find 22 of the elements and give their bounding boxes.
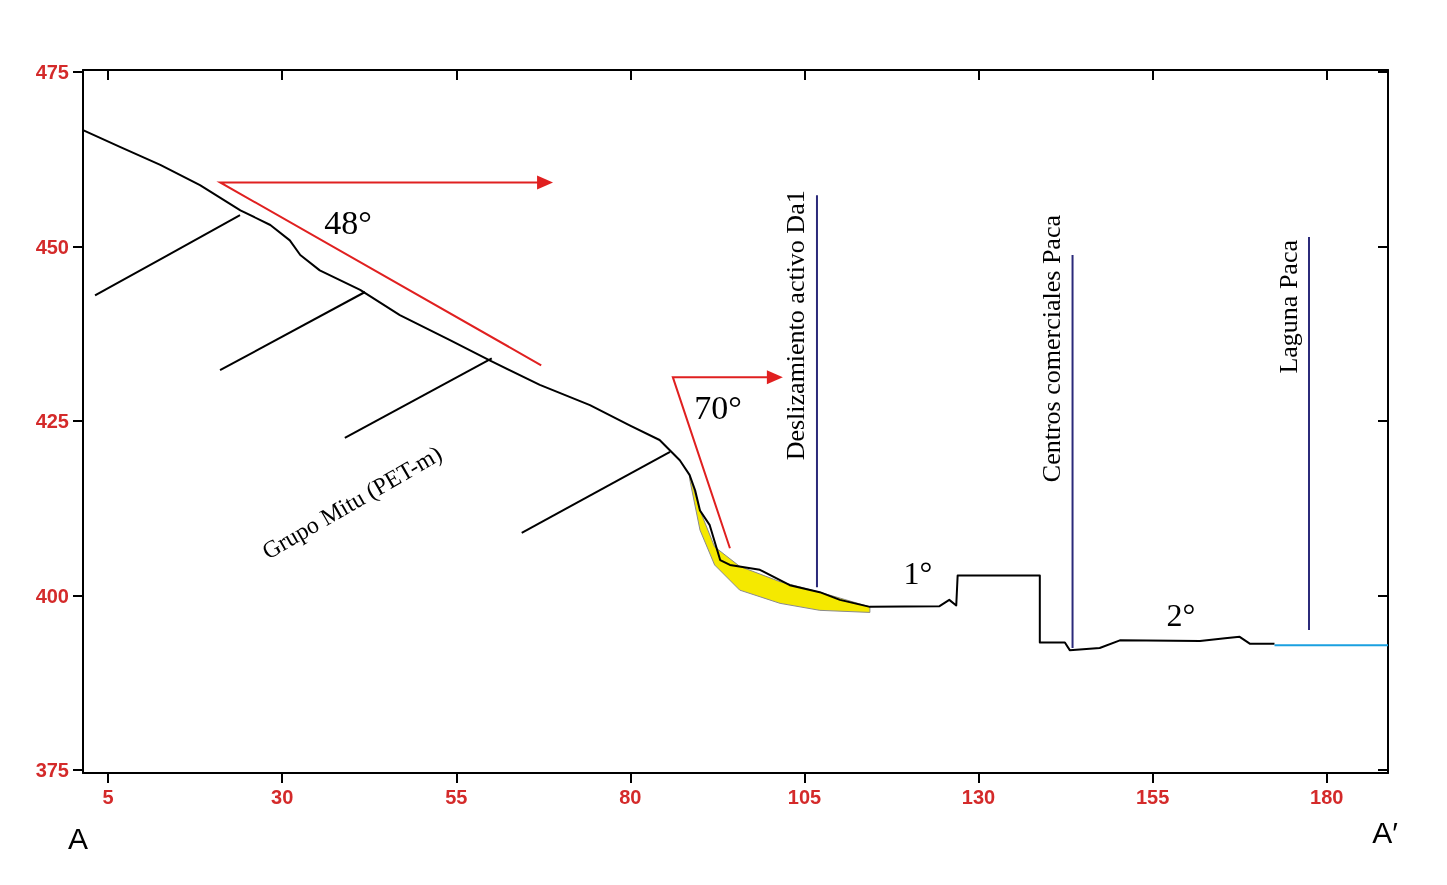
y-tick-label: 375 (35, 759, 69, 782)
annotation: 2° (1166, 597, 1196, 633)
annotation: Centros comerciales Paca (1037, 214, 1067, 483)
annotation: Laguna Paca (1273, 239, 1303, 374)
annotation: 1° (903, 555, 933, 592)
y-tick-label: 475 (35, 61, 69, 84)
x-tick-label: 130 (961, 786, 996, 808)
annotation: 70° (694, 388, 742, 426)
y-tick-label: 425 (35, 410, 69, 433)
annotation: 48° (324, 203, 372, 241)
x-tick-label: 30 (271, 786, 294, 808)
y-tick-label: 400 (35, 584, 69, 607)
text: A (67, 821, 89, 855)
text: A′ (1372, 815, 1399, 849)
y-tick-label: 450 (35, 235, 69, 258)
x-tick-label: 5 (102, 786, 114, 808)
annotation: Deslizamiento activo Da1 (781, 190, 811, 461)
x-tick-label: 55 (445, 786, 468, 808)
x-tick-label: 155 (1135, 786, 1170, 808)
x-tick-label: 80 (619, 786, 642, 808)
x-tick-label: 105 (787, 786, 822, 808)
x-tick-label: 180 (1310, 786, 1344, 808)
